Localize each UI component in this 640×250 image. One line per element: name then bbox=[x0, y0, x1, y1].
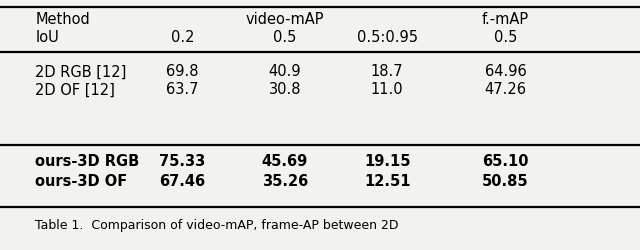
Text: video-mAP: video-mAP bbox=[246, 12, 324, 28]
Text: 65.10: 65.10 bbox=[483, 154, 529, 170]
Text: 0.5: 0.5 bbox=[494, 30, 517, 44]
Text: f.-mAP: f.-mAP bbox=[482, 12, 529, 28]
Text: 47.26: 47.26 bbox=[484, 82, 527, 98]
Text: 0.2: 0.2 bbox=[171, 30, 194, 44]
Text: Table 1.  Comparison of video-mAP, frame-AP between 2D: Table 1. Comparison of video-mAP, frame-… bbox=[35, 218, 399, 232]
Text: 63.7: 63.7 bbox=[166, 82, 198, 98]
Text: 0.5:0.95: 0.5:0.95 bbox=[356, 30, 418, 44]
Text: 0.5: 0.5 bbox=[273, 30, 296, 44]
Text: Method: Method bbox=[35, 12, 90, 28]
Text: 40.9: 40.9 bbox=[269, 64, 301, 80]
Text: 18.7: 18.7 bbox=[371, 64, 403, 80]
Text: 45.69: 45.69 bbox=[262, 154, 308, 170]
Text: 12.51: 12.51 bbox=[364, 174, 410, 190]
Text: IoU: IoU bbox=[35, 30, 59, 44]
Text: 35.26: 35.26 bbox=[262, 174, 308, 190]
Text: 50.85: 50.85 bbox=[483, 174, 529, 190]
Text: 19.15: 19.15 bbox=[364, 154, 410, 170]
Text: 64.96: 64.96 bbox=[484, 64, 527, 80]
Text: 75.33: 75.33 bbox=[159, 154, 205, 170]
Text: 2D OF [12]: 2D OF [12] bbox=[35, 82, 115, 98]
Text: 30.8: 30.8 bbox=[269, 82, 301, 98]
Text: ours-3D OF: ours-3D OF bbox=[35, 174, 127, 190]
Text: 69.8: 69.8 bbox=[166, 64, 198, 80]
Text: ours-3D RGB: ours-3D RGB bbox=[35, 154, 140, 170]
Text: 2D RGB [12]: 2D RGB [12] bbox=[35, 64, 127, 80]
Text: 67.46: 67.46 bbox=[159, 174, 205, 190]
Text: 11.0: 11.0 bbox=[371, 82, 403, 98]
